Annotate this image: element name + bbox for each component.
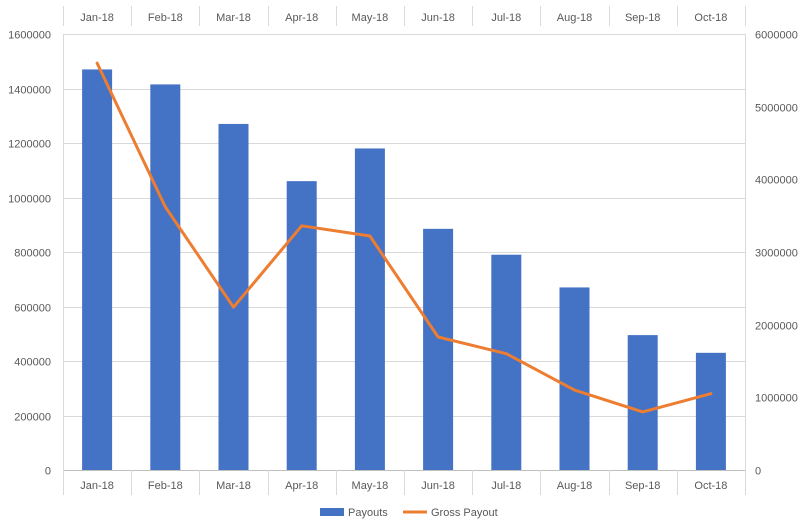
y-right-tick-label: 3000000 (755, 248, 798, 260)
x-top-tick-label: Sep-18 (625, 12, 660, 24)
payouts-bar (423, 229, 453, 470)
legend-payouts-label: Payouts (348, 507, 388, 519)
x-bottom-tick-label: May-18 (352, 480, 389, 492)
x-bottom-tick-label: Aug-18 (557, 480, 592, 492)
x-bottom-tick-label: Oct-18 (694, 480, 727, 492)
x-top-tick-label: Jun-18 (421, 12, 455, 24)
y-left-tick-label: 1400000 (8, 85, 51, 97)
y-right-tick-label: 0 (755, 466, 761, 478)
x-top-tick-label: Aug-18 (557, 12, 592, 24)
gross-payout-line (97, 63, 711, 412)
x-bottom-tick-label: Feb-18 (148, 480, 183, 492)
y-left-tick-label: 400000 (14, 357, 51, 369)
legend-payouts-swatch (320, 508, 344, 516)
y-right-tick-label: 2000000 (755, 321, 798, 333)
x-bottom-tick-label: Apr-18 (285, 480, 318, 492)
y-left-tick-label: 1200000 (8, 139, 51, 151)
x-bottom-tick-label: Jun-18 (421, 480, 455, 492)
gross-payout-line-group (97, 63, 711, 412)
payouts-bars (82, 69, 726, 470)
y-right-tick-label: 4000000 (755, 175, 798, 187)
x-top-tick-label: May-18 (352, 12, 389, 24)
x-bottom-tick-label: Jul-18 (491, 480, 521, 492)
legend-gross-payout-label: Gross Payout (431, 507, 498, 519)
x-top-tick-label: Apr-18 (285, 12, 318, 24)
x-top-tick-label: Jan-18 (80, 12, 114, 24)
payouts-bar (491, 255, 521, 470)
y-left-tick-label: 1000000 (8, 194, 51, 206)
y-left-tick-label: 0 (45, 466, 51, 478)
payouts-bar (560, 287, 590, 470)
legend: Payouts Gross Payout (320, 507, 498, 519)
y-right-tick-label: 6000000 (755, 30, 798, 42)
x-top-tick-label: Jul-18 (491, 12, 521, 24)
x-top-tick-label: Oct-18 (694, 12, 727, 24)
x-bottom-tick-label: Mar-18 (216, 480, 251, 492)
payouts-bar (355, 148, 385, 470)
payouts-bar (696, 353, 726, 470)
x-top-tick-label: Feb-18 (148, 12, 183, 24)
x-bottom-tick-label: Sep-18 (625, 480, 660, 492)
y-right-tick-label: 1000000 (755, 393, 798, 405)
payouts-bar (150, 84, 180, 470)
x-bottom-tick-label: Jan-18 (80, 480, 114, 492)
x-top-tick-label: Mar-18 (216, 12, 251, 24)
payouts-bar (82, 69, 112, 470)
y-right-tick-label: 5000000 (755, 103, 798, 115)
y-left-tick-label: 800000 (14, 248, 51, 260)
y-left-tick-label: 200000 (14, 412, 51, 424)
y-left-tick-label: 600000 (14, 303, 51, 315)
payouts-bar (628, 335, 658, 470)
y-left-tick-label: 1600000 (8, 30, 51, 42)
